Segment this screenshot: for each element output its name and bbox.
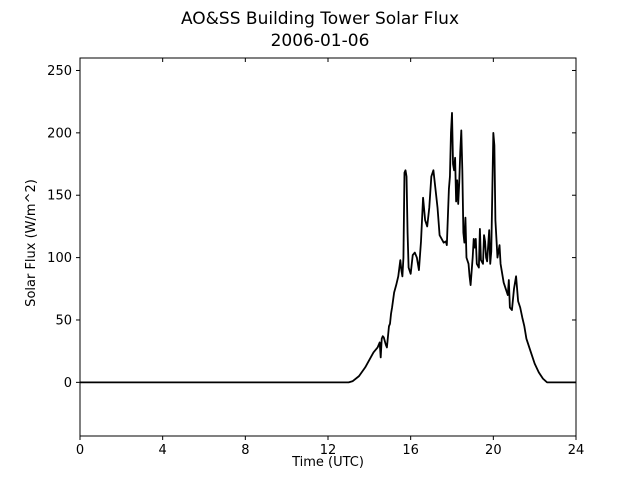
x-tick-label: 8	[241, 443, 249, 458]
y-tick-label: 100	[47, 251, 72, 266]
chart-title: AO&SS Building Tower Solar Flux	[181, 9, 459, 29]
y-tick-label: 50	[55, 313, 72, 328]
x-axis-label: Time (UTC)	[291, 455, 364, 470]
solar-flux-series-line	[80, 111, 576, 384]
x-tick-label: 4	[159, 443, 167, 458]
x-tick-label: 16	[402, 443, 419, 458]
y-axis-ticks: 0 50 100 150 200 250	[47, 64, 576, 391]
plot-area-frame	[79, 57, 577, 437]
y-tick-label: 200	[47, 126, 72, 141]
y-tick-label: 250	[47, 64, 72, 79]
x-tick-label: 20	[485, 443, 502, 458]
x-tick-label: 0	[76, 443, 84, 458]
y-tick-label: 150	[47, 189, 72, 204]
x-axis-ticks: 0 4 8 12 16 20 24	[76, 58, 584, 458]
chart-subtitle: 2006-01-06	[271, 31, 370, 51]
y-tick-label: 0	[64, 376, 72, 391]
y-axis-label: Solar Flux (W/m^2)	[24, 179, 39, 307]
x-tick-label: 24	[568, 443, 585, 458]
x-tick-label: 12	[320, 443, 337, 458]
